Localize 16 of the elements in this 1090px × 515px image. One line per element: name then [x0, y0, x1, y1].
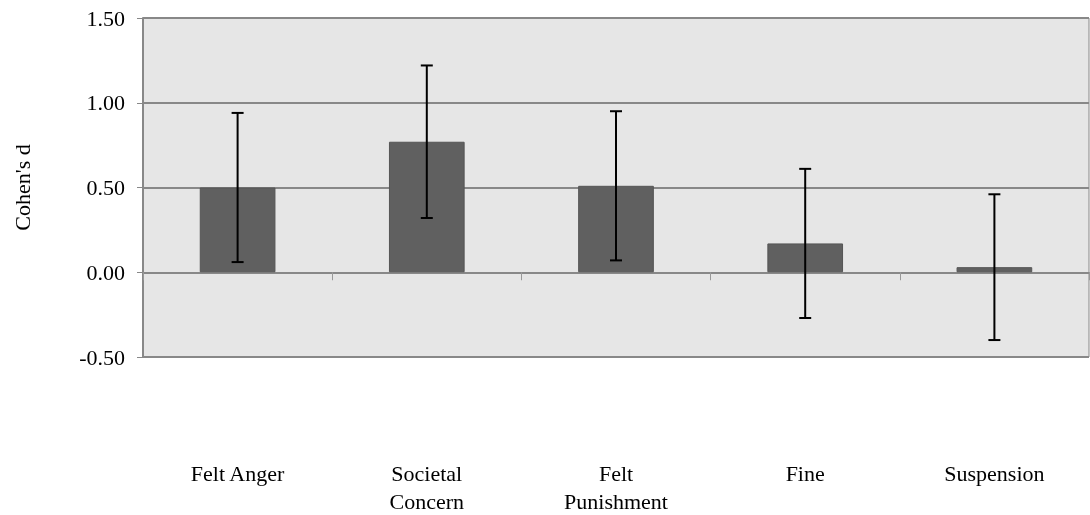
x-tick-label: Fine: [785, 460, 825, 486]
x-tick-label: Suspension: [944, 460, 1045, 486]
y-tick-label: 0.50: [86, 175, 125, 200]
bar: [956, 267, 1033, 273]
bar: [388, 141, 465, 273]
bar: [767, 243, 844, 273]
y-tick-label: 1.50: [86, 5, 125, 31]
x-tick-label: Felt Punishment: [564, 460, 668, 514]
bar: [199, 187, 276, 273]
y-tick-label: -0.50: [79, 344, 125, 370]
bar: [578, 185, 654, 273]
x-tick-label: Societal Concern: [389, 460, 465, 514]
y-tick-label: 1.00: [86, 90, 125, 116]
y-tick-label: 0.00: [86, 259, 125, 285]
x-tick-label: Felt Anger: [190, 460, 286, 486]
y-axis-title: Cohen's d: [9, 144, 35, 231]
